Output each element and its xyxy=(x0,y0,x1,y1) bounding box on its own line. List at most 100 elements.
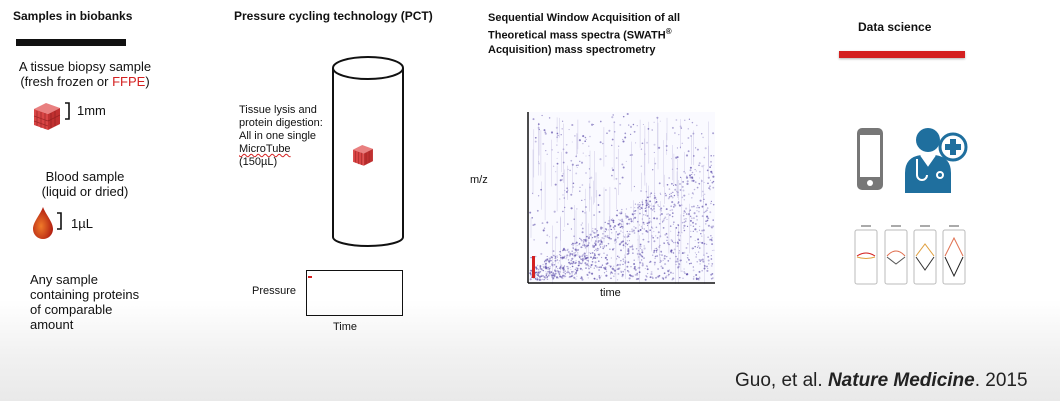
scatter-point xyxy=(571,244,573,246)
scatter-point xyxy=(561,128,563,130)
scatter-point xyxy=(571,163,574,166)
scatter-point xyxy=(597,236,599,239)
scatter-point xyxy=(572,182,575,185)
scatter-point xyxy=(678,252,680,254)
scatter-point xyxy=(589,177,591,179)
scatter-point xyxy=(530,256,532,259)
scatter-point xyxy=(584,240,587,243)
scatter-point xyxy=(681,270,683,272)
scatter-point xyxy=(576,208,578,210)
scatter-point xyxy=(672,277,675,280)
scatter-point xyxy=(556,259,558,261)
scatter-point xyxy=(598,275,600,277)
scatter-point xyxy=(602,233,604,235)
scatter-point xyxy=(657,204,659,206)
scatter-point xyxy=(624,254,626,256)
scatter-point xyxy=(575,271,577,274)
scatter-point xyxy=(616,209,618,212)
scatter-point xyxy=(566,249,569,251)
scatter-point xyxy=(557,272,560,274)
scatter-point xyxy=(588,265,590,267)
scatter-point xyxy=(689,209,692,212)
scatter-point xyxy=(604,245,606,247)
scatter-point xyxy=(694,245,696,248)
scatter-point xyxy=(668,196,671,198)
scatter-point xyxy=(650,273,653,276)
scatter-point xyxy=(638,224,641,226)
scatter-point xyxy=(573,243,575,245)
scatter-point xyxy=(650,270,653,273)
scatter-point xyxy=(649,200,652,203)
scatter-point xyxy=(677,234,679,237)
scatter-point xyxy=(676,147,678,149)
scatter-point xyxy=(648,261,650,264)
scatter-point xyxy=(561,275,564,277)
scatter-point xyxy=(698,279,700,281)
scatter-point xyxy=(660,210,662,212)
scatter-point xyxy=(674,241,677,244)
scatter-point xyxy=(594,264,597,267)
scatter-point xyxy=(593,254,596,257)
scatter-point xyxy=(652,205,655,208)
scatter-point xyxy=(612,114,614,116)
scatter-point xyxy=(655,226,658,229)
scatter-point xyxy=(610,257,612,259)
scatter-point xyxy=(609,273,611,275)
scatter-point xyxy=(675,156,678,159)
scatter-point xyxy=(571,273,573,275)
scatter-point xyxy=(577,254,579,256)
scatter-point xyxy=(628,222,631,225)
scatter-point xyxy=(592,244,594,247)
scatter-point xyxy=(624,132,627,135)
scatter-point xyxy=(556,132,559,135)
scatter-point xyxy=(608,229,610,231)
scatter-point xyxy=(648,217,651,220)
scatter-point xyxy=(581,257,584,260)
scatter-point xyxy=(601,236,604,239)
scatter-point xyxy=(692,132,695,135)
scatter-point xyxy=(602,142,604,145)
scatter-point xyxy=(698,164,700,167)
scatter-point xyxy=(676,191,679,194)
scatter-point xyxy=(641,142,644,145)
scatter-point xyxy=(633,210,635,212)
scatter-point xyxy=(634,203,637,205)
scatter-point xyxy=(548,274,550,277)
pct-desc-line-4: MicroTube xyxy=(239,143,291,155)
scatter-point xyxy=(676,190,678,192)
scatter-point xyxy=(584,262,587,265)
scatter-point xyxy=(555,260,557,262)
scatter-point xyxy=(581,231,584,234)
scatter-point xyxy=(534,266,538,269)
scatter-point xyxy=(541,222,544,225)
scatter-point xyxy=(603,230,605,232)
scatter-point xyxy=(602,227,604,229)
scatter-point xyxy=(613,265,615,267)
scatter-point xyxy=(683,199,685,201)
scatter-point xyxy=(638,205,641,208)
scatter-point xyxy=(613,275,615,277)
scatter-point xyxy=(641,249,643,251)
scatter-point xyxy=(575,260,577,262)
scatter-point xyxy=(617,267,620,270)
scatter-point xyxy=(592,257,594,260)
scatter-point xyxy=(679,205,681,207)
scatter-point xyxy=(646,196,649,199)
scatter-point xyxy=(563,275,565,277)
scatter-point xyxy=(548,270,551,273)
scatter-point xyxy=(683,224,686,227)
scatter-point xyxy=(660,212,663,216)
scatter-point xyxy=(611,232,613,234)
scatter-point xyxy=(702,136,704,139)
scatter-point xyxy=(548,259,550,261)
scatter-point xyxy=(598,240,600,242)
scatter-point xyxy=(661,276,664,280)
scatter-point xyxy=(593,256,596,259)
scatter-point xyxy=(644,153,646,155)
scatter-point xyxy=(571,265,574,268)
scatter-point xyxy=(595,266,599,269)
scatter-point xyxy=(672,241,675,244)
scatter-point xyxy=(605,155,607,157)
scatter-point xyxy=(667,197,670,200)
scatter-point xyxy=(667,270,670,273)
